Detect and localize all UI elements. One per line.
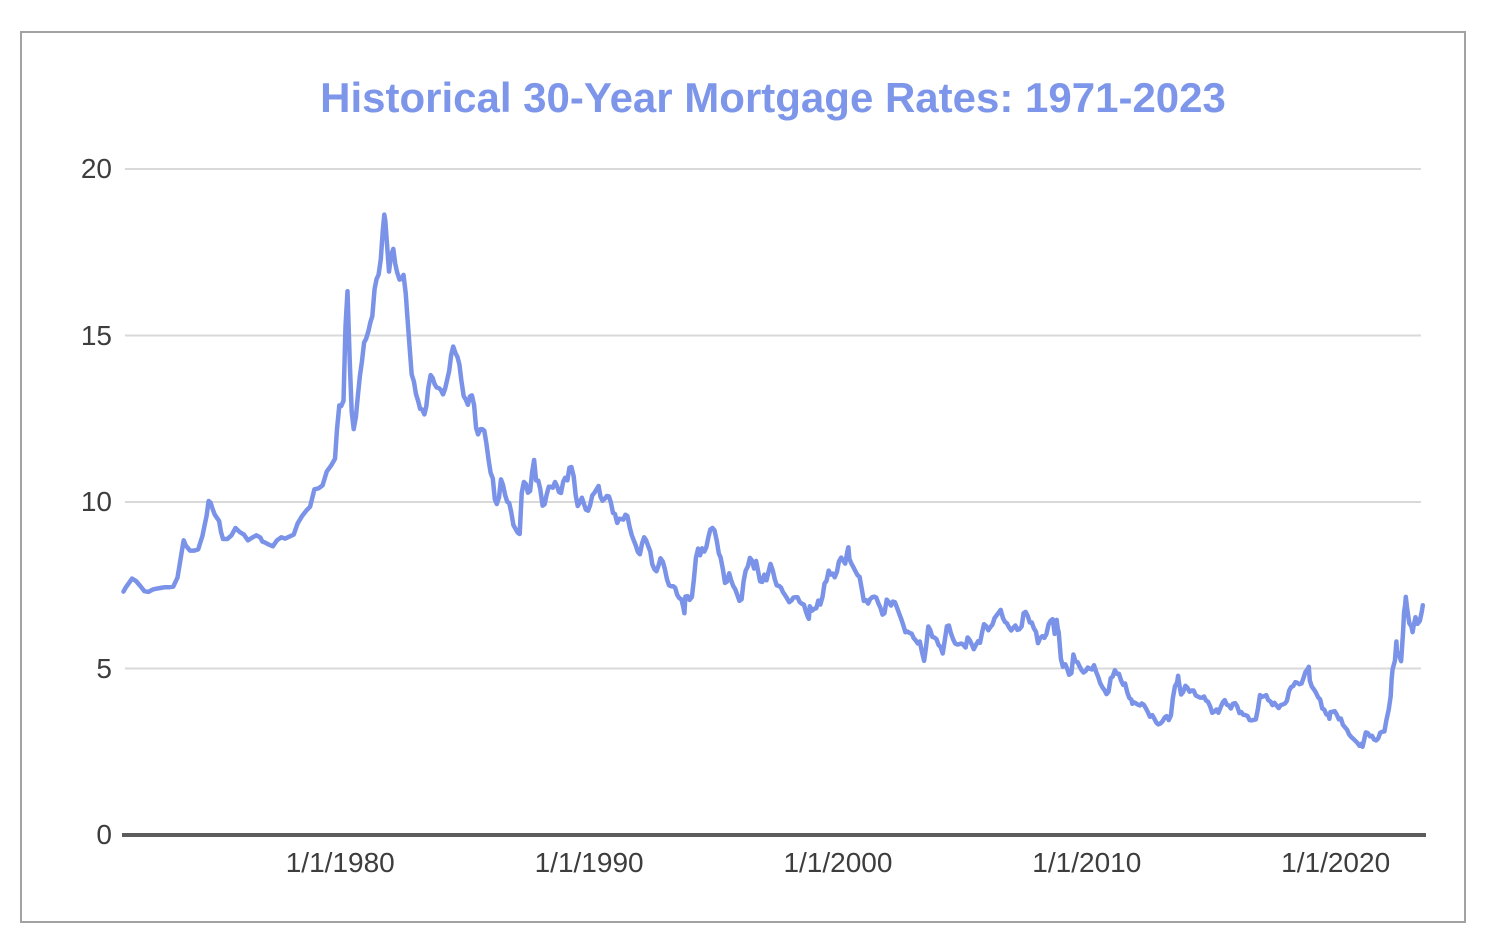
- chart-frame: [20, 31, 1466, 923]
- y-tick-label-15: 15: [80, 319, 112, 351]
- x-tick-label-2000: 1/1/2000: [783, 847, 893, 878]
- x-tick-label-1980: 1/1/1980: [285, 847, 395, 878]
- y-tick-label-0: 0: [96, 819, 112, 850]
- y-tick-label-20: 20: [80, 153, 112, 184]
- y-tick-label-10: 10: [80, 486, 112, 517]
- x-tick-label-2010: 1/1/2010: [1032, 847, 1142, 878]
- x-tick-label-1990: 1/1/1990: [534, 847, 644, 878]
- x-tick-label-2020: 1/1/2020: [1281, 847, 1391, 878]
- y-tick-label-5: 5: [96, 652, 112, 684]
- chart-title: Historical 30-Year Mortgage Rates: 1971-…: [320, 74, 1226, 121]
- rate-series-line: [121, 212, 1426, 750]
- horizontal-gridlines: [125, 168, 1421, 670]
